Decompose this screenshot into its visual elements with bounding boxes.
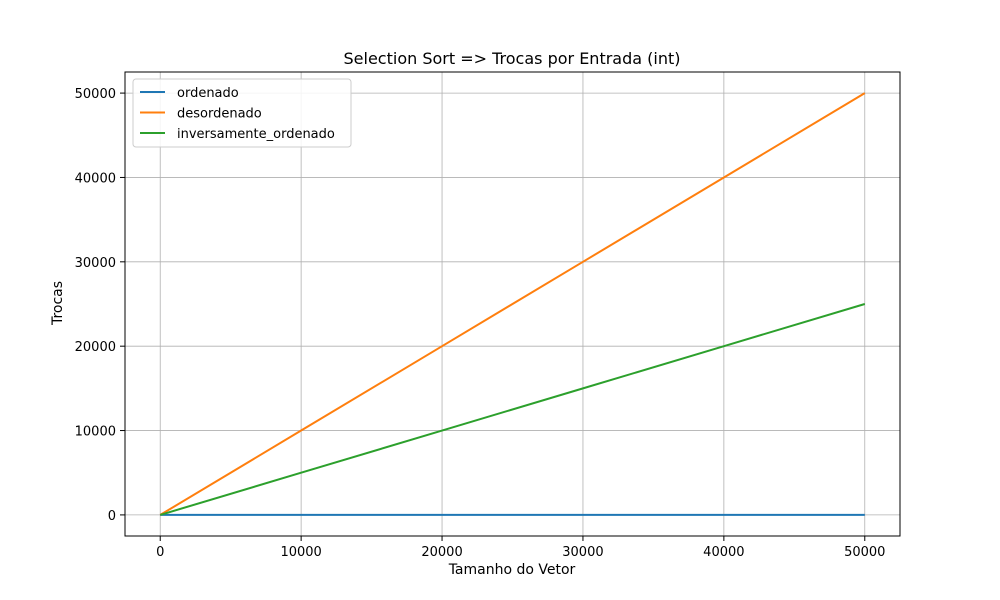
series-layer	[159, 92, 866, 516]
chart-title: Selection Sort => Trocas por Entrada (in…	[344, 49, 681, 68]
legend: ordenado desordenado inversamente_ordenado	[132, 78, 352, 148]
x-tick-label: 40000	[703, 545, 744, 560]
y-tick-label: 30000	[75, 256, 116, 271]
x-axis-label: Tamanho do Vetor	[448, 562, 576, 578]
x-tick-label: 0	[156, 545, 164, 560]
legend-label-desordenado: desordenado	[177, 107, 262, 122]
y-tick-label: 0	[108, 509, 116, 524]
series-line-desordenado	[159, 92, 866, 516]
y-tick-label: 40000	[75, 171, 116, 186]
y-tick-label: 50000	[75, 87, 116, 102]
x-tick-label: 50000	[844, 545, 885, 560]
x-tick-label: 10000	[280, 545, 321, 560]
series-line-inversamente_ordenado	[159, 303, 866, 516]
plot-area-frame	[124, 71, 901, 537]
y-axis-label: Trocas	[50, 281, 66, 326]
y-tick-label: 10000	[75, 425, 116, 440]
x-tick-label: 30000	[562, 545, 603, 560]
x-tick-label: 20000	[421, 545, 462, 560]
legend-label-inversamente_ordenado: inversamente_ordenado	[177, 127, 335, 142]
legend-label-ordenado: ordenado	[177, 86, 239, 101]
ticks-layer: 0 10000 20000 30000 40000 50000 0 10000 20000 300…	[75, 87, 886, 560]
y-tick-label: 20000	[75, 340, 116, 355]
legend-box	[132, 78, 352, 148]
